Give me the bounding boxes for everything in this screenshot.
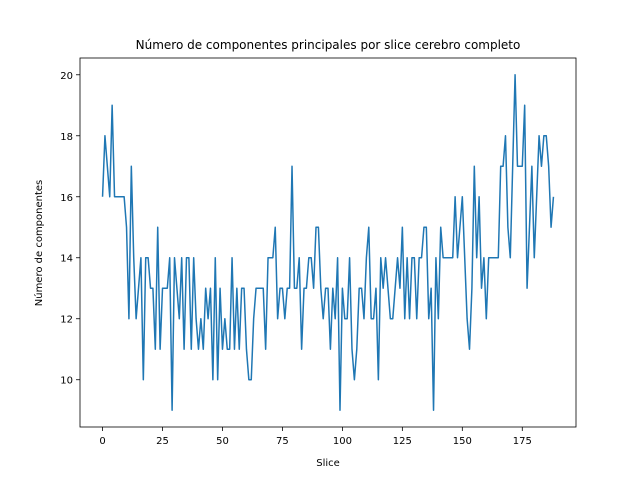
data-line [101, 74, 555, 411]
y-tick-label: 14 [60, 254, 73, 265]
x-tick-label: 100 [333, 436, 352, 447]
x-axis-label: Slice [316, 458, 340, 469]
y-tick-label: 12 [60, 315, 73, 326]
x-tick-label: 150 [453, 436, 472, 447]
y-tick-label: 16 [60, 193, 73, 204]
x-tick-label: 50 [216, 436, 229, 447]
y-tick-label: 18 [60, 132, 73, 143]
x-tick-label: 125 [393, 436, 412, 447]
x-tick-label: 75 [276, 436, 289, 447]
x-tick-label: 0 [99, 436, 105, 447]
y-axis-label: Número de componentes [33, 180, 45, 307]
x-tick-label: 25 [156, 436, 169, 447]
plot-frame [79, 57, 577, 428]
y-tick-label: 10 [60, 376, 73, 387]
chart-title: Número de componentes principales por sl… [136, 38, 521, 52]
y-tick-label: 20 [60, 71, 73, 82]
x-tick-label: 175 [513, 436, 532, 447]
